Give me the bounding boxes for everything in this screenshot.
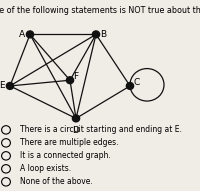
Circle shape [6,83,14,89]
Text: E: E [0,81,5,91]
Text: D: D [73,126,79,135]
Circle shape [92,31,100,38]
Circle shape [72,115,80,122]
Text: A loop exists.: A loop exists. [20,164,71,173]
Text: C: C [134,78,140,87]
Text: Which one of the following statements is NOT true about this graph?: Which one of the following statements is… [0,6,200,15]
Text: A: A [19,30,25,39]
Circle shape [66,77,74,84]
Circle shape [26,31,34,38]
Text: B: B [100,30,106,39]
Text: It is a connected graph.: It is a connected graph. [20,151,111,160]
Text: There is a circuit starting and ending at E.: There is a circuit starting and ending a… [20,125,182,134]
Text: F: F [73,72,79,81]
Text: There are multiple edges.: There are multiple edges. [20,138,118,147]
Text: None of the above.: None of the above. [20,177,93,186]
Circle shape [126,83,134,89]
